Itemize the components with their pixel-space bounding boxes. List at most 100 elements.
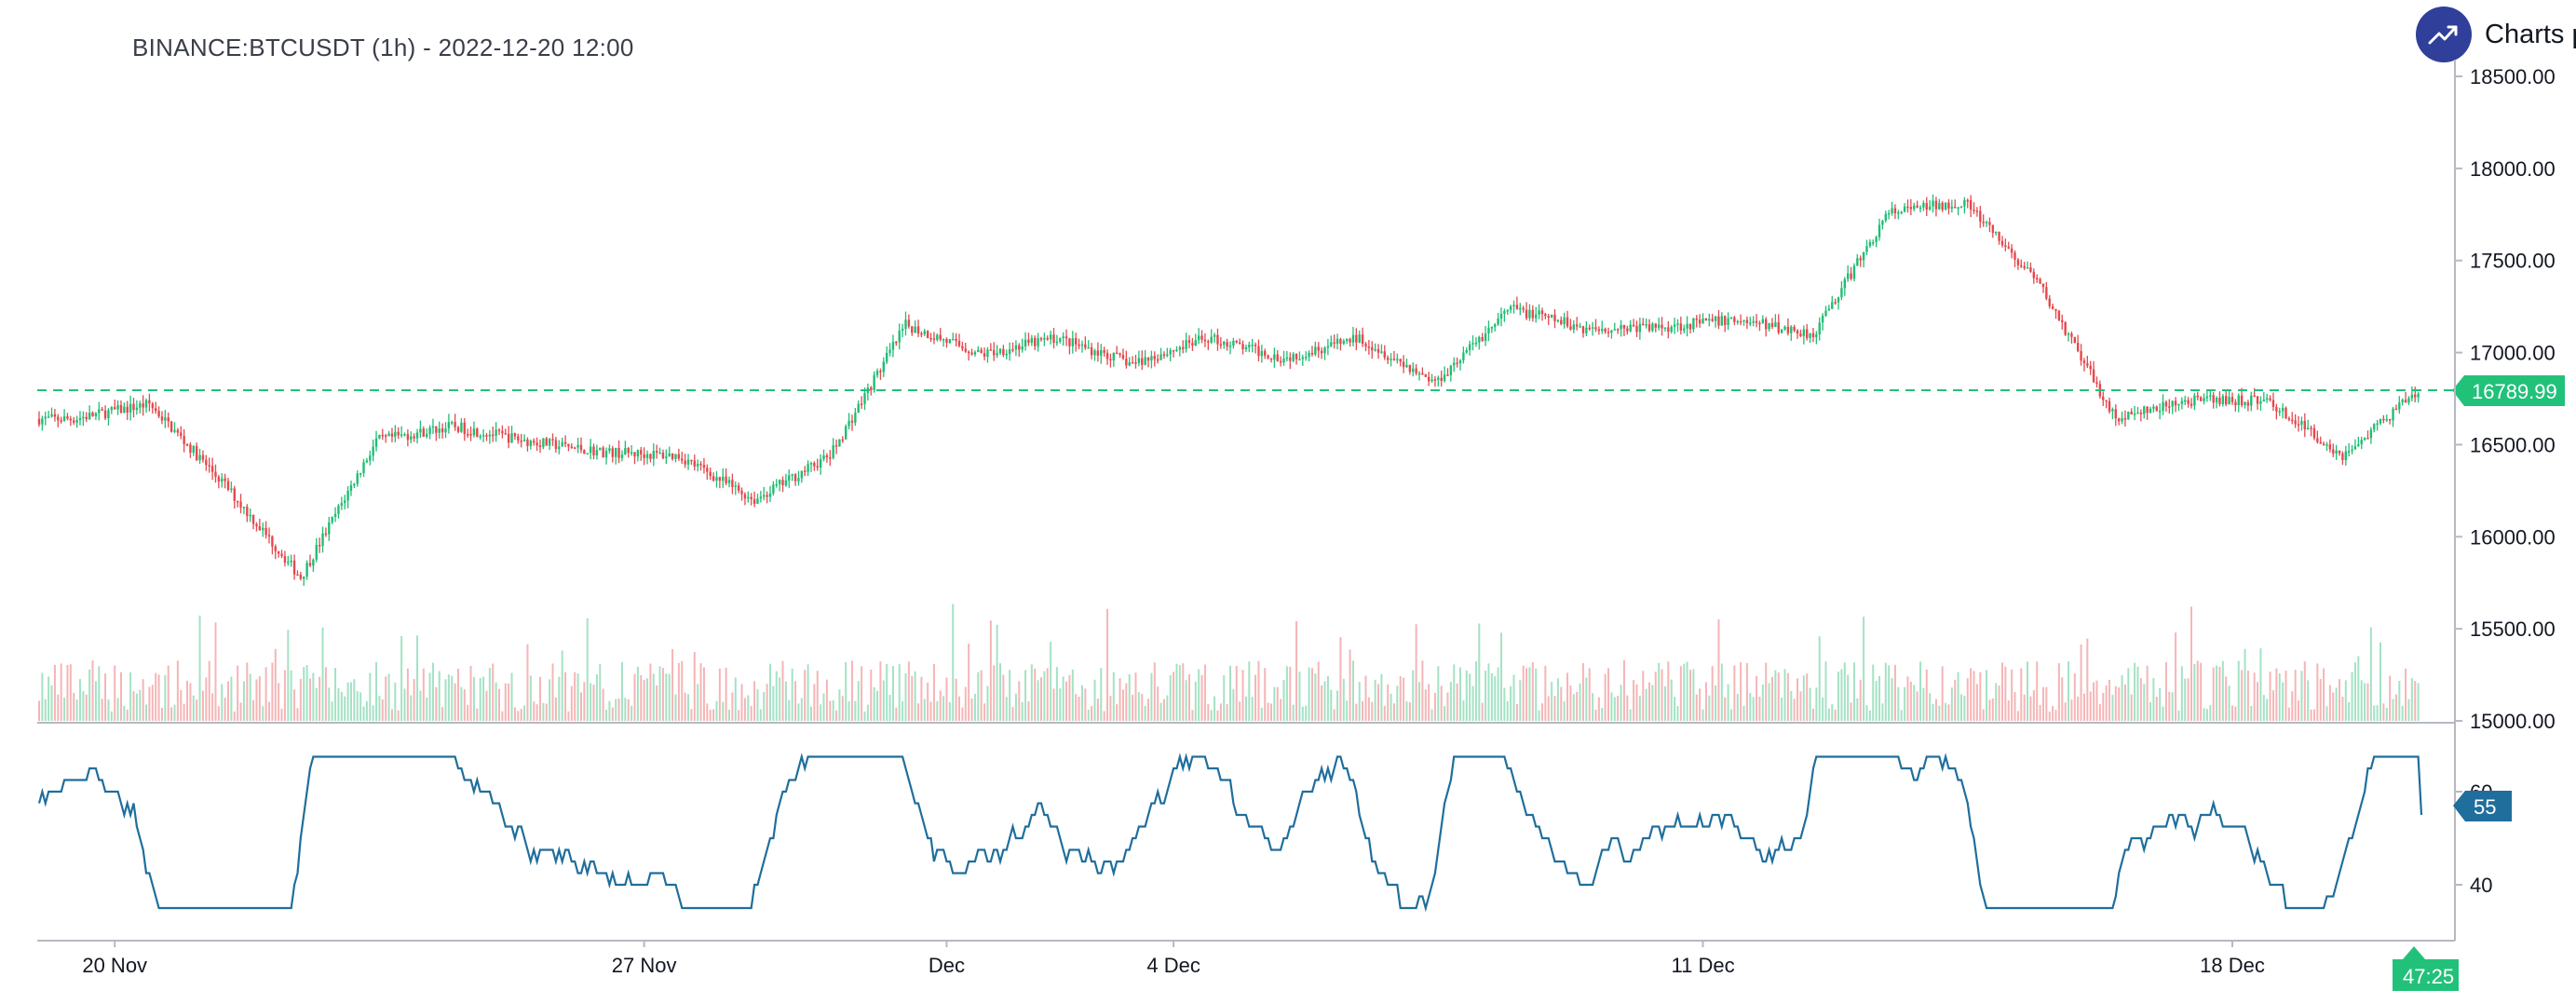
volume-bar [661,668,664,721]
volume-bar [1301,706,1304,721]
volume-bar [1134,672,1137,721]
volume-bar [1906,676,1909,721]
candle-body [1219,344,1223,346]
candle-body [643,454,645,458]
volume-bar [520,709,522,721]
volume-bar [1437,666,1440,721]
volume-bar [1822,697,1824,721]
candle-body [2041,283,2045,288]
volume-bar [2093,682,2095,721]
volume-bar [1506,700,1509,721]
volume-bar [1531,662,1534,721]
candle-body [1679,323,1683,331]
volume-bar [734,677,737,721]
candle-body [948,339,952,344]
volume-bar [640,674,643,721]
volume-bar [1610,692,1613,721]
candle-body [132,403,135,411]
candle-body [337,505,340,514]
candle-body [1538,310,1540,315]
volume-bar [2348,701,2351,721]
volume-bar [1689,670,1692,721]
candle-body [365,460,369,463]
volume-bar [671,649,674,721]
volume-bar [1888,665,1891,721]
volume-bar [1736,694,1739,721]
candle-body [813,463,816,467]
volume-bar [970,698,973,721]
candle-body [781,480,784,486]
volume-bar [1711,666,1714,721]
candle-body [1525,309,1528,319]
candle-body [1531,309,1535,319]
volume-bar [1919,661,1922,721]
candle-body [239,501,242,508]
brand[interactable]: Charts p [2416,6,2576,63]
volume-bar [2369,627,2372,721]
volume-bar [2266,699,2269,721]
candle-body [989,349,993,351]
volume-bar [1182,663,1185,721]
candle-body [2029,267,2032,272]
volume-bar [1538,710,1540,721]
volume-bar [290,670,292,721]
candle-body [1724,316,1727,326]
volume-bar [2262,695,2265,721]
volume-bar [1563,701,1566,721]
candle-body [441,428,444,433]
volume-bar [308,678,311,721]
volume-bar [973,693,976,721]
volume-bar [1913,685,1916,721]
candle-body [2061,319,2064,322]
candle-body [743,494,747,499]
candle-body [2162,401,2164,412]
volume-bar [517,711,520,721]
countdown-tag: 47:25 [2393,946,2459,991]
volume-bar [1749,693,1752,721]
volume-bar [620,662,623,721]
candle-body [888,349,891,353]
candle-body [1405,364,1408,368]
volume-bar [1729,709,1732,721]
volume-bar [321,627,324,721]
volume-bar [542,702,545,721]
volume-bar [599,664,602,721]
volume-bar [718,668,721,721]
volume-bar [1790,690,1793,721]
candle-body [1745,319,1749,324]
candle-body [413,436,415,439]
volume-bar [1162,699,1165,721]
candle-body [1244,347,1248,349]
volume-bar [2353,662,2356,721]
volume-bar [1371,701,1374,721]
volume-bar [1418,682,1421,721]
candle-body [422,428,425,437]
candle-body [614,447,617,457]
candle-body [1427,376,1430,382]
volume-bar [1080,685,1083,721]
candle-body [1310,352,1314,355]
candle-body [315,545,318,560]
volume-bar [1742,705,1745,721]
candle-body [579,444,583,451]
volume-bar [476,708,479,721]
candle-body [1913,205,1916,210]
volume-bar [1203,664,1206,721]
candle-body [750,496,752,499]
candle-body [1478,336,1481,343]
candle-body [346,490,349,501]
candle-body [1635,325,1638,332]
volume-bar [1601,707,1604,721]
volume-bar [822,693,825,721]
candle-body [1862,251,1865,261]
candle-body [542,438,545,448]
volume-bar [1011,707,1014,721]
volume-bar [1597,697,1600,721]
candle-body [1729,317,1733,319]
volume-bar [1802,675,1805,721]
oscillator-value-tag: 55 [2453,791,2512,821]
volume-bar [712,709,715,721]
candle-body [114,407,116,410]
candle-body [1708,319,1711,321]
